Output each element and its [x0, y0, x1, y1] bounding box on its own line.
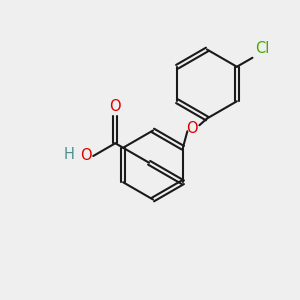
Text: O: O: [186, 121, 198, 136]
Text: O: O: [110, 99, 121, 114]
Text: Cl: Cl: [255, 41, 269, 56]
Text: O: O: [80, 148, 92, 164]
Text: H: H: [64, 147, 75, 162]
